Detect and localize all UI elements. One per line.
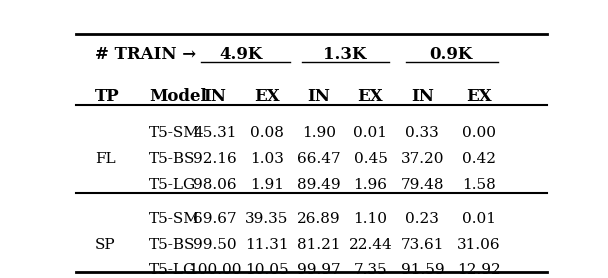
Text: 79.48: 79.48: [401, 178, 444, 192]
Text: SP: SP: [95, 238, 116, 252]
Text: 99.97: 99.97: [297, 264, 340, 277]
Text: 81.21: 81.21: [297, 238, 340, 252]
Text: FL: FL: [95, 152, 116, 166]
Text: IN: IN: [307, 88, 330, 105]
Text: 10.05: 10.05: [245, 264, 289, 277]
Text: 1.91: 1.91: [250, 178, 284, 192]
Text: 1.90: 1.90: [302, 126, 336, 140]
Text: T5-SM: T5-SM: [149, 126, 200, 140]
Text: T5-BS: T5-BS: [149, 152, 195, 166]
Text: 0.33: 0.33: [406, 126, 439, 140]
Text: TP: TP: [95, 88, 120, 105]
Text: 69.67: 69.67: [193, 212, 237, 226]
Text: 100.00: 100.00: [188, 264, 242, 277]
Text: T5-LG: T5-LG: [149, 264, 196, 277]
Text: 1.96: 1.96: [353, 178, 387, 192]
Text: 0.9K: 0.9K: [429, 46, 472, 63]
Text: EX: EX: [358, 88, 384, 105]
Text: EX: EX: [254, 88, 280, 105]
Text: 0.42: 0.42: [462, 152, 496, 166]
Text: 0.00: 0.00: [462, 126, 496, 140]
Text: 7.35: 7.35: [354, 264, 387, 277]
Text: 0.01: 0.01: [462, 212, 496, 226]
Text: 22.44: 22.44: [348, 238, 392, 252]
Text: T5-LG: T5-LG: [149, 178, 196, 192]
Text: 31.06: 31.06: [457, 238, 501, 252]
Text: 39.35: 39.35: [245, 212, 289, 226]
Text: IN: IN: [204, 88, 226, 105]
Text: IN: IN: [411, 88, 434, 105]
Text: 37.20: 37.20: [401, 152, 444, 166]
Text: 12.92: 12.92: [457, 264, 501, 277]
Text: # TRAIN →: # TRAIN →: [95, 46, 196, 63]
Text: T5-BS: T5-BS: [149, 238, 195, 252]
Text: 98.06: 98.06: [193, 178, 237, 192]
Text: 91.59: 91.59: [401, 264, 444, 277]
Text: 73.61: 73.61: [401, 238, 444, 252]
Text: 0.08: 0.08: [250, 126, 284, 140]
Text: 99.50: 99.50: [193, 238, 237, 252]
Text: 26.89: 26.89: [297, 212, 340, 226]
Text: 92.16: 92.16: [193, 152, 237, 166]
Text: 11.31: 11.31: [245, 238, 289, 252]
Text: 45.31: 45.31: [193, 126, 237, 140]
Text: 1.3K: 1.3K: [323, 46, 366, 63]
Text: 89.49: 89.49: [297, 178, 340, 192]
Text: 66.47: 66.47: [297, 152, 340, 166]
Text: 0.01: 0.01: [353, 126, 387, 140]
Text: EX: EX: [466, 88, 492, 105]
Text: Model: Model: [149, 88, 207, 105]
Text: 1.03: 1.03: [250, 152, 284, 166]
Text: 0.45: 0.45: [354, 152, 387, 166]
Text: 4.9K: 4.9K: [219, 46, 263, 63]
Text: 0.23: 0.23: [406, 212, 439, 226]
Text: 1.58: 1.58: [462, 178, 496, 192]
Text: 1.10: 1.10: [353, 212, 387, 226]
Text: T5-SM: T5-SM: [149, 212, 200, 226]
